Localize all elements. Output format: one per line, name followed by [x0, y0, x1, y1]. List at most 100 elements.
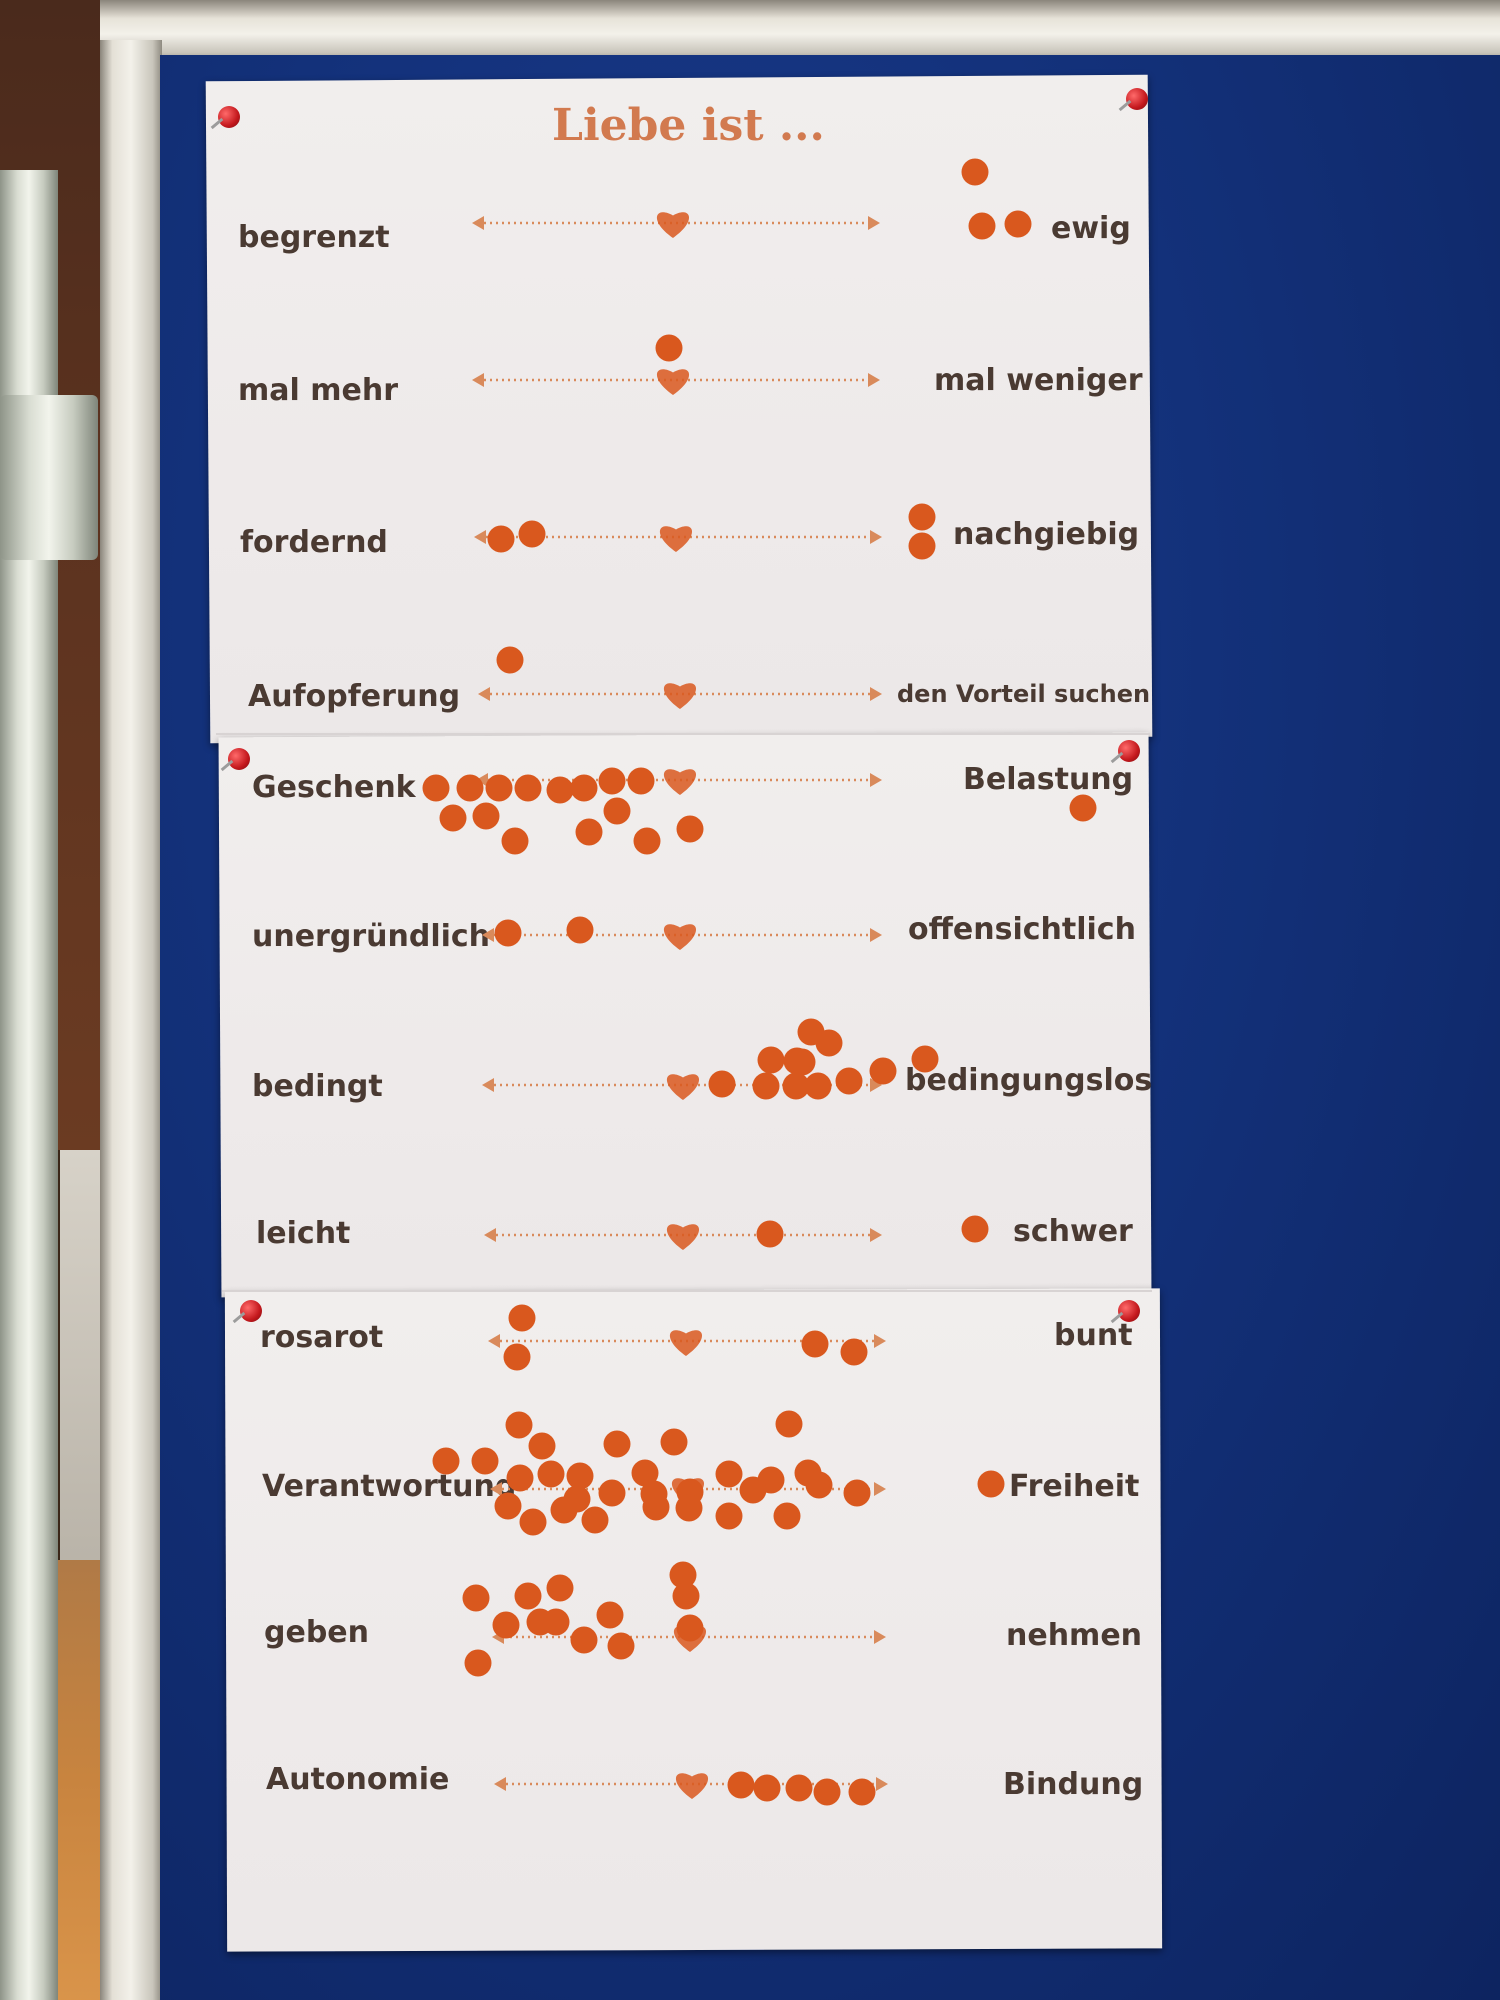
row-5-left-label: Geschenk	[252, 770, 416, 805]
dot-sticker-icon	[570, 1626, 598, 1654]
dot-sticker-icon	[835, 1067, 863, 1095]
row-3-left-label: fordernd	[240, 525, 388, 560]
row-9-left-label: rosarot	[260, 1320, 384, 1355]
dot-sticker-icon	[908, 503, 936, 531]
dot-sticker-icon	[961, 158, 989, 186]
row-6-left-label: unergründlich	[252, 919, 491, 954]
row-8-right-label: schwer	[1013, 1214, 1133, 1249]
arrow-left-icon	[490, 1482, 502, 1496]
dot-sticker-icon	[676, 815, 704, 843]
dot-sticker-icon	[456, 774, 484, 802]
arrow-right-icon	[870, 687, 882, 701]
dot-sticker-icon	[642, 1493, 670, 1521]
dot-sticker-icon	[485, 774, 513, 802]
dot-sticker-icon	[518, 520, 546, 548]
dot-sticker-icon	[528, 1432, 556, 1460]
arrow-left-icon	[472, 216, 484, 230]
dot-sticker-icon	[570, 774, 598, 802]
dot-sticker-icon	[813, 1778, 841, 1806]
dot-sticker-icon	[840, 1338, 868, 1366]
row-8-left-label: leicht	[256, 1216, 351, 1251]
dot-sticker-icon	[439, 804, 467, 832]
dot-sticker-icon	[503, 1343, 531, 1371]
push-pin-icon	[228, 748, 250, 770]
dot-sticker-icon	[782, 1072, 810, 1100]
arrow-right-icon	[868, 373, 880, 387]
dot-sticker-icon	[501, 827, 529, 855]
dot-sticker-icon	[546, 1574, 574, 1602]
heart-icon	[669, 1330, 703, 1356]
dot-sticker-icon	[627, 767, 655, 795]
poster-title: Liebe ist ...	[552, 100, 825, 151]
dot-sticker-icon	[494, 919, 522, 947]
dot-sticker-icon	[869, 1057, 897, 1085]
dot-sticker-icon	[505, 1411, 533, 1439]
dot-sticker-icon	[492, 1611, 520, 1639]
row-3-right-label: nachgiebig	[953, 517, 1140, 552]
dot-sticker-icon	[773, 1502, 801, 1530]
arrow-left-icon	[474, 530, 486, 544]
dot-sticker-icon	[911, 1045, 939, 1073]
arrow-right-icon	[870, 1078, 882, 1092]
arrow-right-icon	[874, 1482, 886, 1496]
heart-icon	[663, 769, 697, 795]
dot-sticker-icon	[607, 1632, 635, 1660]
dot-sticker-icon	[669, 1561, 697, 1589]
push-pin-icon	[1118, 1300, 1140, 1322]
row-11-right-label: nehmen	[1006, 1618, 1143, 1653]
arrow-left-icon	[476, 773, 488, 787]
row-2-left-label: mal mehr	[238, 373, 398, 408]
dot-sticker-icon	[752, 1072, 780, 1100]
dot-sticker-icon	[672, 1582, 700, 1610]
dot-sticker-icon	[908, 532, 936, 560]
dot-sticker-icon	[432, 1447, 460, 1475]
dot-sticker-icon	[581, 1506, 609, 1534]
arrow-right-icon	[874, 1334, 886, 1348]
dot-sticker-icon	[464, 1649, 492, 1677]
row-12-right-label: Bindung	[1003, 1767, 1144, 1802]
dot-sticker-icon	[676, 1614, 704, 1642]
arrow-right-icon	[876, 1777, 888, 1791]
dot-sticker-icon	[537, 1460, 565, 1488]
dot-sticker-icon	[603, 797, 631, 825]
dot-sticker-icon	[655, 334, 683, 362]
dot-sticker-icon	[487, 525, 515, 553]
arrow-right-icon	[870, 928, 882, 942]
dot-sticker-icon	[542, 1608, 570, 1636]
row-9-right-label: bunt	[1054, 1318, 1133, 1353]
dot-sticker-icon	[715, 1502, 743, 1530]
dot-sticker-icon	[422, 774, 450, 802]
dot-sticker-icon	[675, 1494, 703, 1522]
row-1-left-label: begrenzt	[238, 220, 390, 255]
pipe-clamp	[0, 395, 98, 560]
row-2-right-label: mal weniger	[934, 363, 1143, 398]
row-6-right-label: offensichtlich	[908, 912, 1136, 947]
dot-sticker-icon	[783, 1047, 811, 1075]
dot-sticker-icon	[708, 1070, 736, 1098]
dot-sticker-icon	[843, 1479, 871, 1507]
heart-icon	[663, 924, 697, 950]
push-pin-icon	[1126, 88, 1148, 110]
row-4-left-label: Aufopferung	[248, 679, 461, 714]
dot-sticker-icon	[603, 1430, 631, 1458]
push-pin-icon	[1118, 740, 1140, 762]
row-12-left-label: Autonomie	[266, 1762, 450, 1797]
dot-sticker-icon	[514, 1582, 542, 1610]
dot-sticker-icon	[785, 1774, 813, 1802]
dot-sticker-icon	[633, 827, 661, 855]
dot-sticker-icon	[805, 1471, 833, 1499]
arrow-left-icon	[494, 1777, 506, 1791]
dot-sticker-icon	[727, 1771, 755, 1799]
dot-sticker-icon	[815, 1029, 843, 1057]
row-5-right-label: Belastung	[963, 762, 1134, 797]
arrow-left-icon	[484, 1228, 496, 1242]
row-10-left-label: Verantwortung	[262, 1469, 517, 1504]
board-frame-left	[100, 40, 162, 2000]
dot-sticker-icon	[550, 1496, 578, 1524]
heart-icon	[675, 1773, 709, 1799]
row-4-right-label: den Vorteil suchen	[897, 680, 1151, 708]
dot-sticker-icon	[514, 774, 542, 802]
heart-icon	[663, 683, 697, 709]
row-10-right-label: Freiheit	[1009, 1469, 1140, 1504]
